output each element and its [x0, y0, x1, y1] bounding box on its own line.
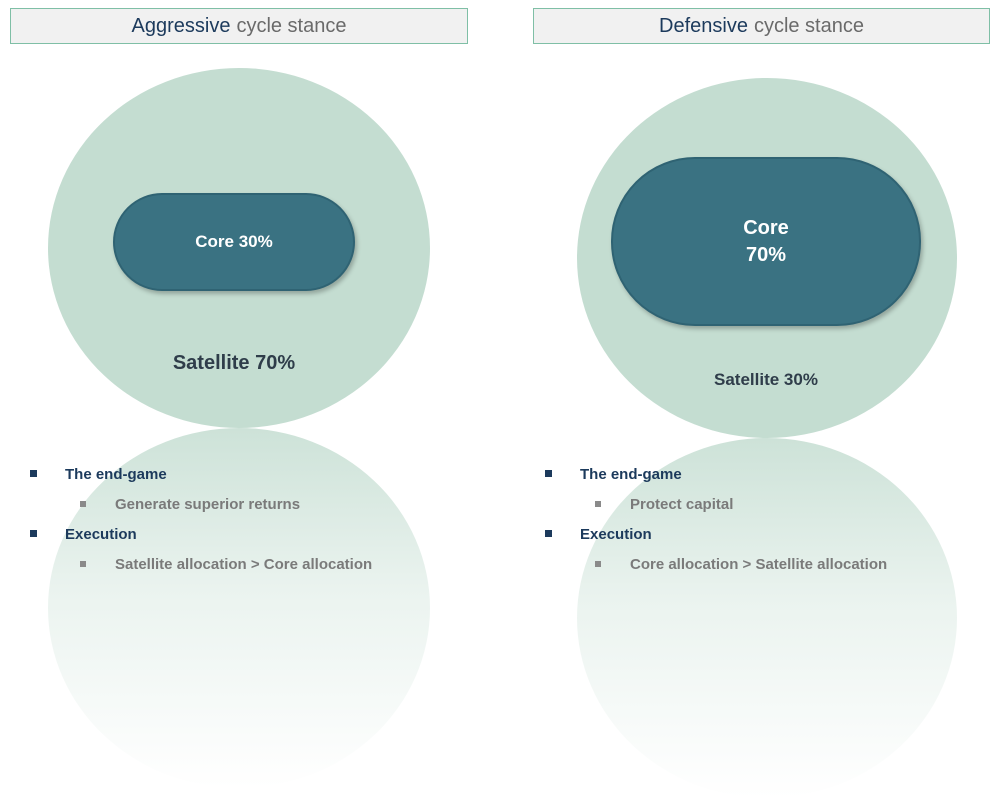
execution-label: Execution: [65, 526, 137, 543]
core-label: Core: [743, 216, 789, 239]
core-label: Core 30%: [195, 232, 273, 251]
core-value: 70%: [745, 243, 787, 266]
endgame-item: Generate superior returns: [115, 496, 301, 513]
core-pill: Core 70%: [611, 157, 921, 326]
execution-item: Satellite allocation > Core allocation: [115, 556, 373, 573]
bullet-execution: Execution: [30, 523, 470, 553]
endgame-label: The end-game: [65, 466, 167, 483]
bullet-endgame-item: Protect capital: [545, 493, 985, 523]
aggressive-panel: Aggressive cycle stance Core 30% Satelli…: [0, 0, 500, 788]
satellite-label: Satellite 30%: [714, 370, 818, 389]
execution-label: Execution: [580, 526, 652, 543]
sub-bullet-square-icon: [595, 561, 601, 567]
aggressive-title: Aggressive cycle stance: [10, 8, 468, 44]
title-light: cycle stance: [753, 14, 864, 37]
bullet-square-icon: [545, 530, 552, 537]
aggressive-bullets: The end-game Generate superior returns E…: [30, 463, 470, 583]
sub-bullet-square-icon: [80, 561, 86, 567]
bullet-endgame: The end-game: [30, 463, 470, 493]
sub-bullet-square-icon: [595, 501, 601, 507]
defensive-bullets: The end-game Protect capital Execution C…: [545, 463, 985, 583]
bullet-execution: Execution: [545, 523, 985, 553]
bullet-square-icon: [30, 470, 37, 477]
defensive-panel: Defensive cycle stance Core 70% Satellit…: [520, 0, 1000, 798]
endgame-item: Protect capital: [630, 496, 734, 513]
bullet-endgame-item: Generate superior returns: [30, 493, 470, 523]
bullet-execution-item: Core allocation > Satellite allocation: [545, 553, 985, 583]
bullet-endgame: The end-game: [545, 463, 985, 493]
core-pill: Core 30%: [113, 193, 355, 291]
endgame-label: The end-game: [580, 466, 682, 483]
title-light: cycle stance: [236, 14, 347, 37]
sub-bullet-square-icon: [80, 501, 86, 507]
bullet-execution-item: Satellite allocation > Core allocation: [30, 553, 470, 583]
title-strong: Defensive: [659, 14, 748, 37]
bullet-square-icon: [545, 470, 552, 477]
title-strong: Aggressive: [131, 14, 231, 37]
bullet-square-icon: [30, 530, 37, 537]
execution-item: Core allocation > Satellite allocation: [630, 556, 888, 573]
satellite-label: Satellite 70%: [172, 352, 296, 374]
defensive-title: Defensive cycle stance: [533, 8, 990, 44]
